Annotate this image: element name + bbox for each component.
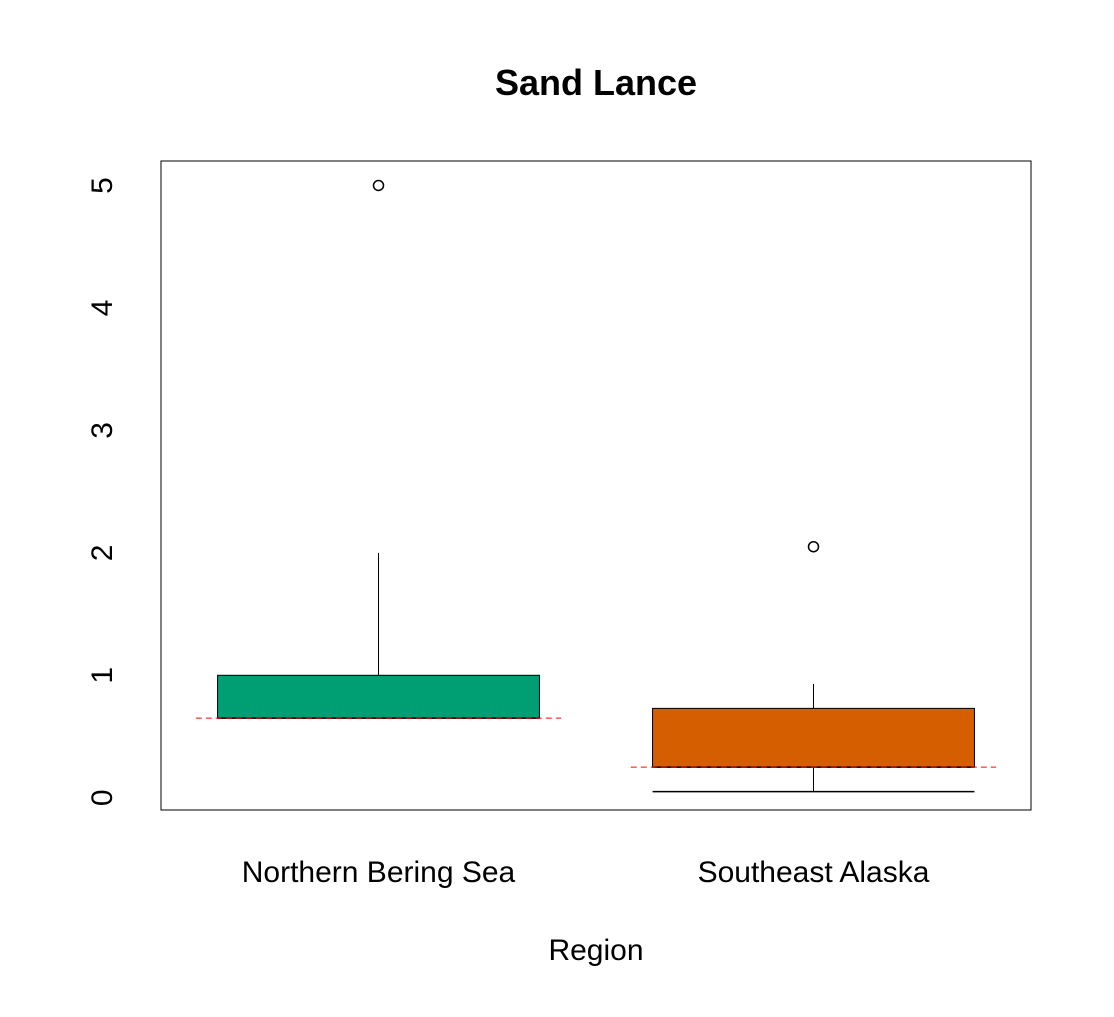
y-tick-label: 0 <box>86 789 119 806</box>
box-iqr <box>652 707 975 768</box>
outlier-point <box>807 540 820 553</box>
box-iqr <box>217 674 540 719</box>
box-group <box>195 179 562 719</box>
boxes-layer <box>195 179 997 793</box>
y-axis: 0 1 2 3 4 5 <box>86 177 119 806</box>
y-tick-label: 4 <box>86 300 119 317</box>
x-axis-tick-labels: Northern Bering Sea Southeast Alaska <box>242 856 930 889</box>
plot-area-frame <box>160 160 1032 811</box>
y-tick-label: 1 <box>86 667 119 684</box>
outlier-point <box>372 179 385 192</box>
x-axis-label: Region <box>548 934 643 967</box>
y-tick-label: 3 <box>86 422 119 439</box>
y-tick-label: 2 <box>86 545 119 562</box>
x-tick-label: Northern Bering Sea <box>242 856 516 889</box>
chart-title: Sand Lance <box>495 62 697 103</box>
y-tick-label: 5 <box>86 177 119 194</box>
box-group <box>630 540 997 793</box>
x-tick-label: Southeast Alaska <box>698 856 930 889</box>
